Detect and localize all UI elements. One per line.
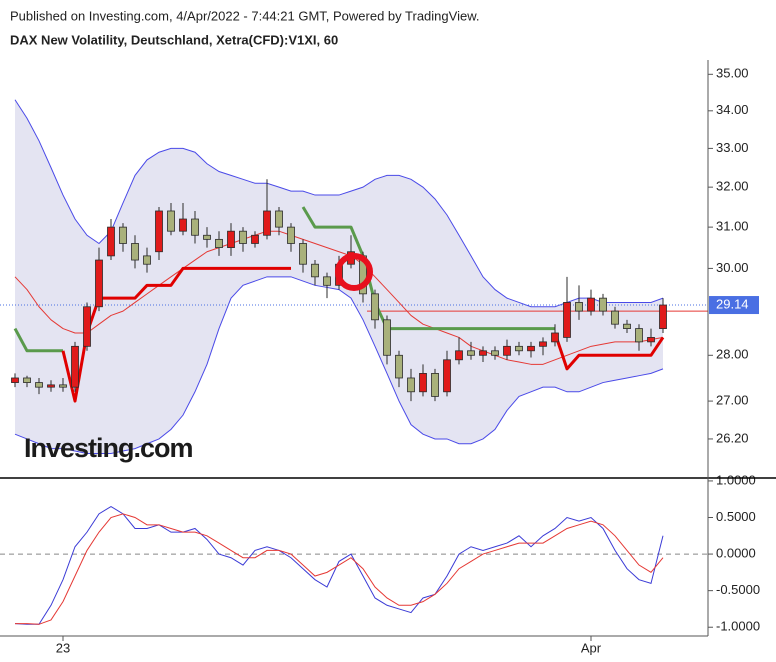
candle-body	[251, 234, 259, 244]
candle-body	[143, 255, 151, 265]
candle-body	[479, 350, 487, 356]
caption: Published on Investing.com, 4/Apr/2022 -…	[10, 8, 479, 23]
y-tick-label: 35.00	[716, 66, 749, 81]
candle-body	[503, 345, 511, 356]
candle-body	[95, 259, 103, 308]
candle-body	[239, 230, 247, 244]
candle-body	[443, 359, 451, 393]
candle-body	[215, 238, 223, 248]
y-tick-label: 0.0000	[716, 546, 756, 561]
candle-body	[527, 345, 535, 352]
candle-body	[83, 306, 91, 347]
candle-body	[107, 226, 115, 257]
candle-body	[71, 345, 79, 388]
candle-body	[635, 328, 643, 343]
candle-body	[563, 302, 571, 338]
candle-body	[287, 226, 295, 244]
candle-body	[275, 210, 283, 228]
candle-body	[167, 210, 175, 232]
candle-body	[431, 373, 439, 397]
candle-body	[383, 319, 391, 356]
candle-body	[647, 337, 655, 343]
candle-body	[155, 210, 163, 253]
y-tick-label: 32.00	[716, 179, 749, 194]
candle-body	[515, 345, 523, 352]
chart-title: DAX New Volatility, Deutschland, Xetra(C…	[10, 32, 338, 47]
candle-body	[323, 276, 331, 286]
indicator-line	[13, 206, 555, 353]
candle-body	[119, 226, 127, 244]
candle-body	[47, 384, 55, 388]
candle-body	[407, 377, 415, 393]
candle-body	[539, 341, 547, 347]
candle-body	[35, 382, 43, 388]
candle-body	[227, 230, 235, 248]
x-tick-label: Apr	[581, 640, 602, 655]
y-tick-label: 1.0000	[716, 472, 756, 487]
candle-body	[419, 373, 427, 393]
candle-body	[659, 304, 667, 329]
y-tick-label: -1.0000	[716, 619, 760, 634]
indicator-line	[14, 230, 664, 365]
candle-body	[23, 377, 31, 383]
candle-body	[575, 302, 583, 312]
candle-body	[491, 350, 499, 356]
band-upper	[14, 99, 664, 308]
candle-body	[623, 323, 631, 329]
y-tick-label: 0.5000	[716, 509, 756, 524]
candle-body	[131, 243, 139, 261]
last-price-box	[709, 296, 759, 315]
candle-body	[299, 243, 307, 265]
candle-body	[263, 210, 271, 236]
candle-body	[611, 310, 619, 325]
candle-body	[59, 384, 67, 388]
x-tick-label: 23	[56, 640, 70, 655]
candle-body	[191, 218, 199, 236]
candle-body	[551, 332, 559, 343]
candle-body	[371, 293, 379, 321]
oscillator-line	[15, 513, 664, 625]
candle-body	[311, 263, 319, 278]
candle-body	[203, 234, 211, 240]
candle-body	[455, 350, 463, 361]
candle-body	[179, 218, 187, 232]
y-tick-label: 26.20	[716, 430, 749, 445]
annotation-circle	[335, 253, 373, 291]
y-tick-label: 27.00	[716, 393, 749, 408]
candle-body	[395, 354, 403, 379]
candle-body	[599, 297, 607, 312]
watermark: Investing.com	[24, 433, 193, 463]
candle-body	[11, 377, 19, 383]
y-tick-label: -0.5000	[716, 582, 760, 597]
y-tick-label: 30.00	[716, 260, 749, 275]
last-price-label: 29.14	[716, 296, 749, 311]
y-tick-label: 28.00	[716, 347, 749, 362]
candle-body	[587, 297, 595, 312]
y-tick-label: 31.00	[716, 219, 749, 234]
candle-body	[467, 350, 475, 356]
y-tick-label: 34.00	[716, 102, 749, 117]
y-tick-label: 33.00	[716, 140, 749, 155]
